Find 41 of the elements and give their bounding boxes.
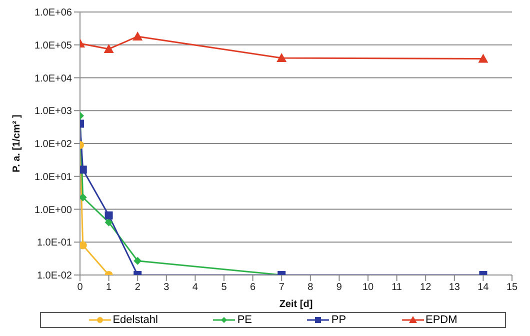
x-tick-label: 11 xyxy=(392,282,402,294)
y-tick-label: 1.0E-01 xyxy=(36,238,72,249)
y-tick-label: 1.0E+03 xyxy=(34,106,72,118)
y-tick-label: 1.0E+01 xyxy=(34,172,72,183)
point xyxy=(104,44,114,53)
x-tick-label: 5 xyxy=(221,282,228,294)
x-tick-label: 14 xyxy=(478,282,490,294)
y-tick-label: 1.0E+04 xyxy=(34,73,72,84)
point xyxy=(134,256,142,265)
x-tick-label: 3 xyxy=(164,282,170,294)
point xyxy=(80,193,87,202)
x-tick-label: 7 xyxy=(278,282,285,294)
point xyxy=(80,166,87,174)
x-tick-label: 15 xyxy=(506,282,518,294)
x-axis-title: Zeit [d] xyxy=(279,299,313,310)
y-axis-title: P. a. [1/cm² ] xyxy=(12,114,23,172)
legend-label: EPDM xyxy=(426,314,458,326)
y-tick-label: 1.0E+05 xyxy=(34,40,72,52)
x-tick-label: 1 xyxy=(106,282,112,294)
x-tick-label: 13 xyxy=(448,282,460,294)
point xyxy=(478,54,488,63)
point xyxy=(104,218,113,226)
x-tick-label: 0 xyxy=(77,282,84,294)
x-tick-label: 9 xyxy=(336,282,342,294)
point xyxy=(276,52,287,62)
point xyxy=(104,211,113,220)
y-tick-label: 1.0E-02 xyxy=(36,270,72,282)
y-tick-label: 1.0E+06 xyxy=(34,8,72,19)
x-tick-label: 4 xyxy=(192,282,198,294)
legend-label: PP xyxy=(331,314,346,326)
legend-label: Edelstahl xyxy=(112,314,158,326)
x-tick-label: 12 xyxy=(420,282,432,294)
point xyxy=(80,241,87,250)
point xyxy=(132,31,143,40)
x-tick-label: 2 xyxy=(134,282,141,294)
x-tick-label: 6 xyxy=(250,282,256,294)
x-tick-label: 8 xyxy=(308,282,314,294)
legend-label: PE xyxy=(237,314,252,326)
y-tick-label: 1.0E+02 xyxy=(34,139,72,150)
x-tick-label: 10 xyxy=(362,282,374,294)
y-tick-label: 1.0E+00 xyxy=(34,204,72,216)
